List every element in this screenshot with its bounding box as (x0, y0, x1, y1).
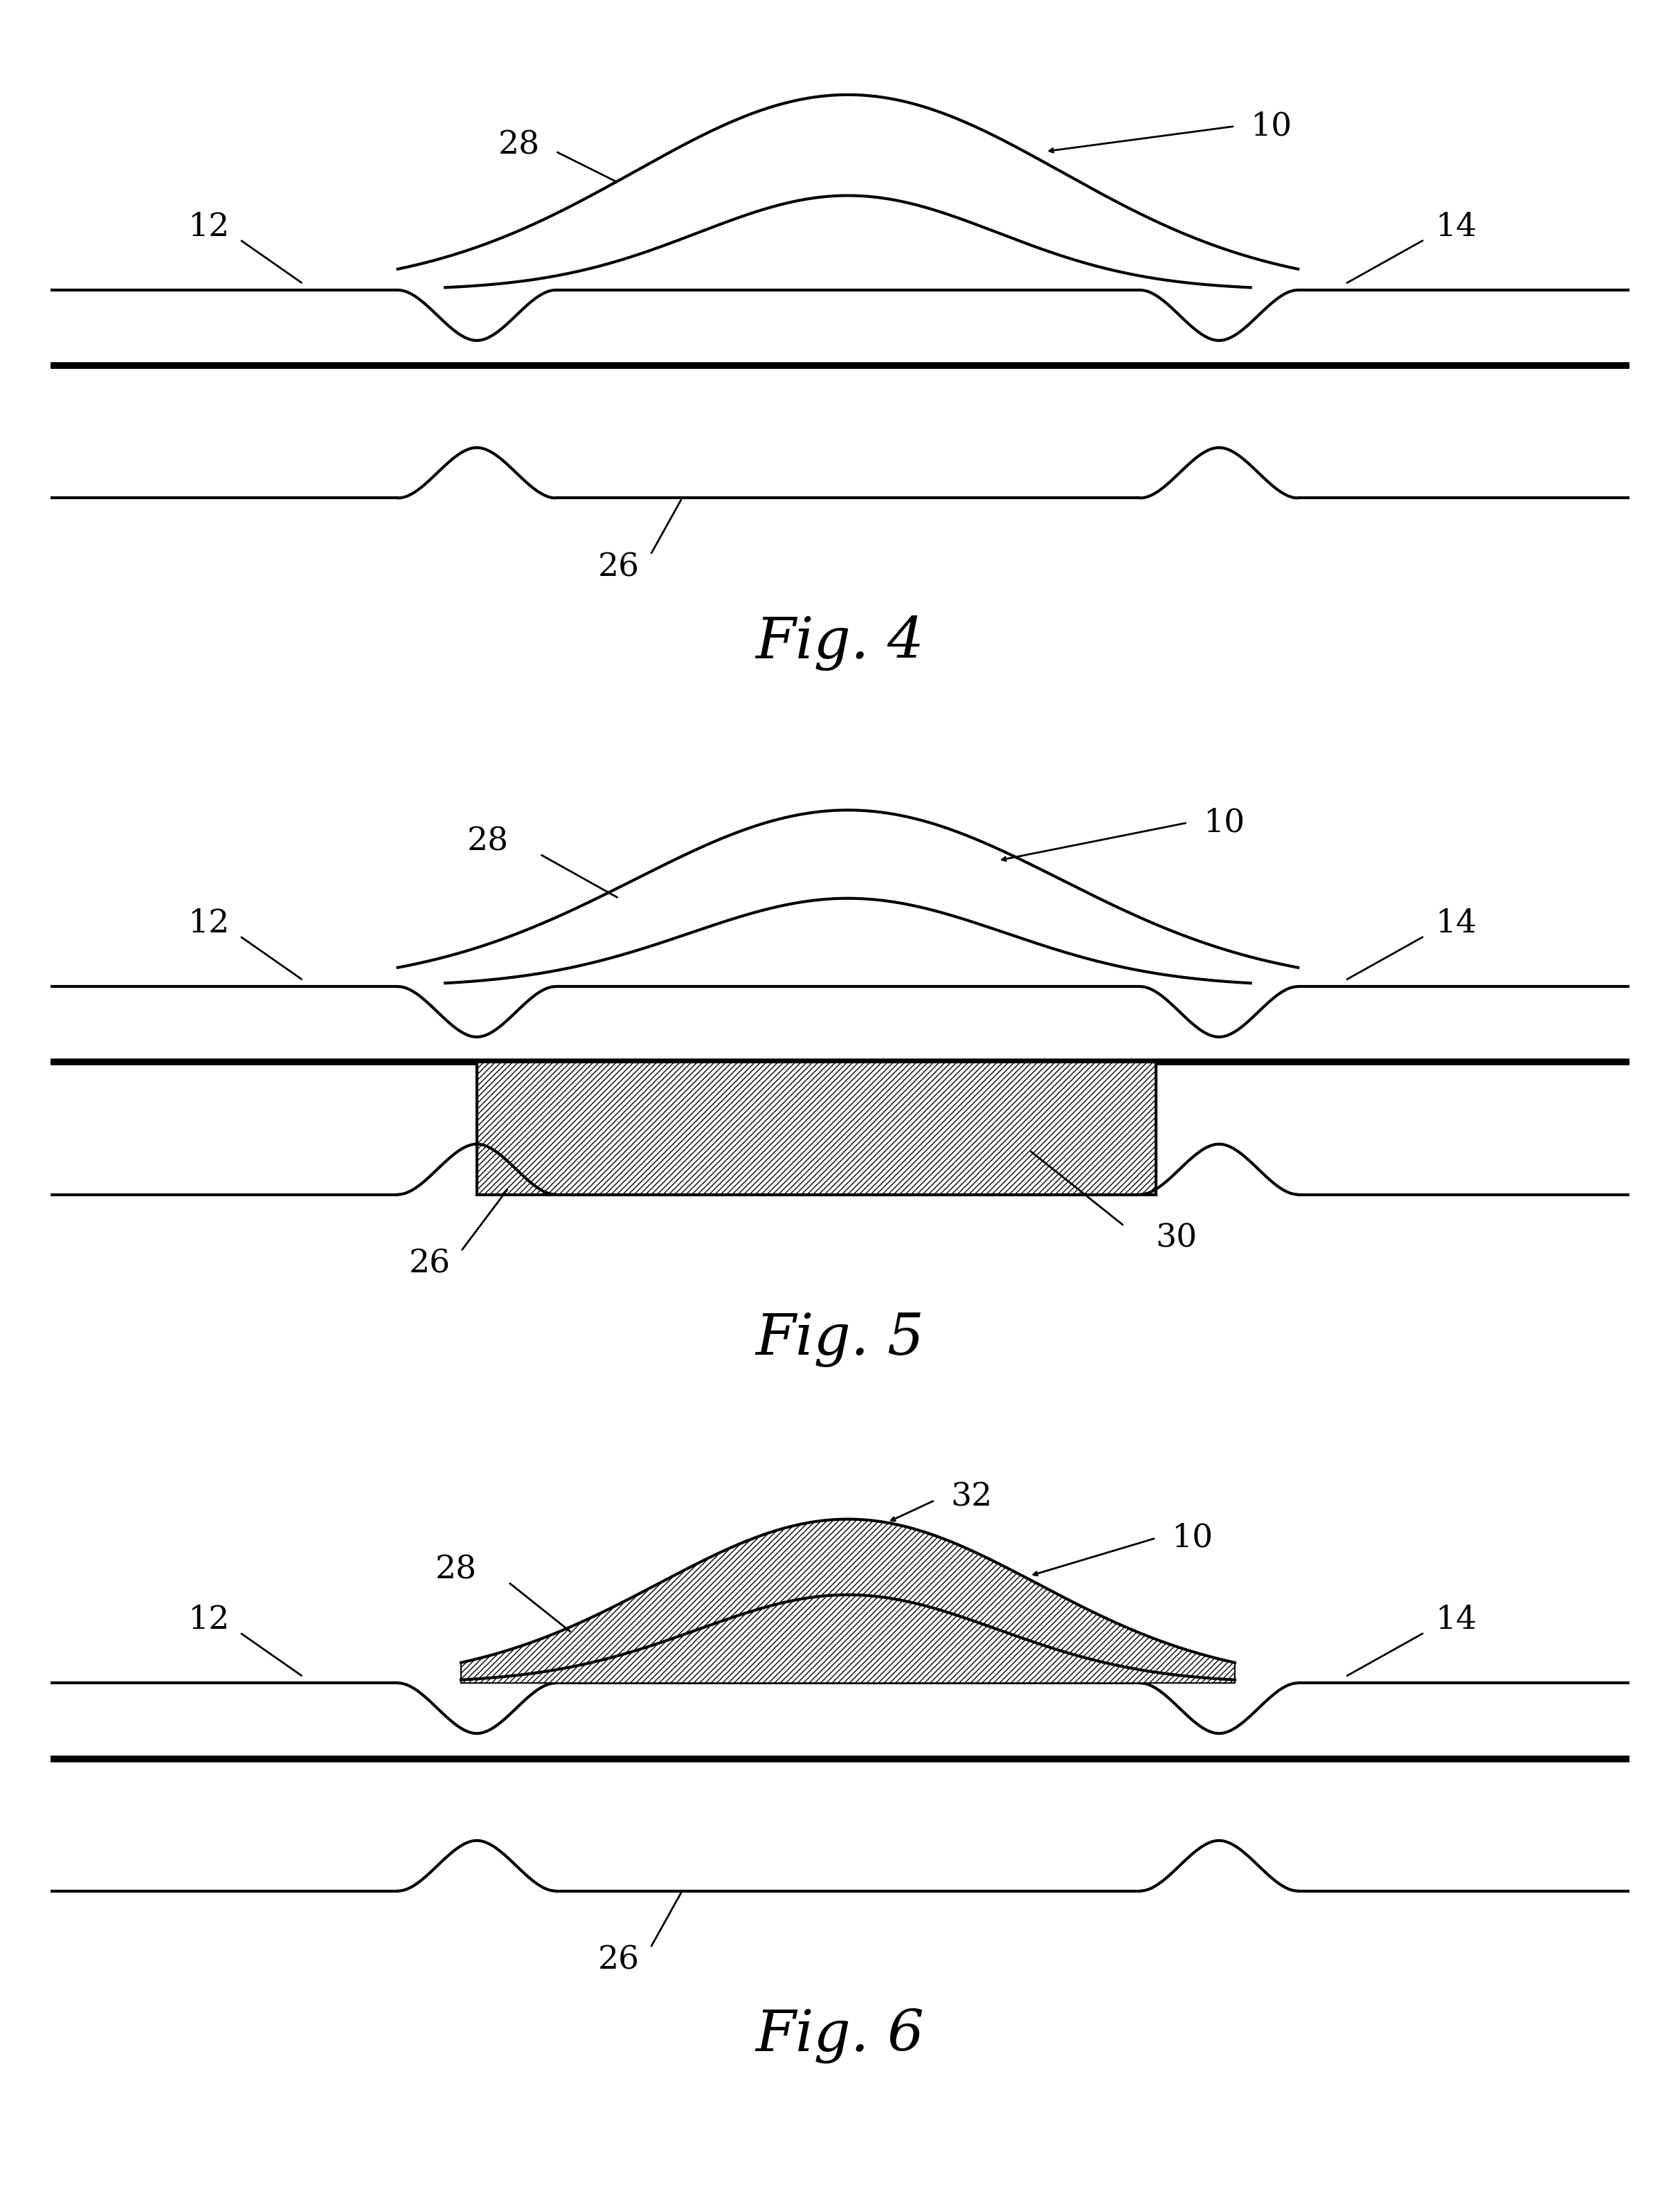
Text: 14: 14 (1435, 212, 1477, 243)
Text: 26: 26 (408, 1249, 450, 1280)
Text: Fig. 4: Fig. 4 (756, 615, 924, 670)
Text: 30: 30 (1156, 1223, 1198, 1254)
Text: 28: 28 (467, 827, 509, 858)
Text: 14: 14 (1435, 1605, 1477, 1636)
Bar (477, 1061, 1156, 1194)
Text: Fig. 5: Fig. 5 (756, 1311, 924, 1366)
Text: 12: 12 (188, 212, 228, 243)
Text: 12: 12 (188, 909, 228, 940)
Text: 10: 10 (1250, 111, 1292, 142)
Text: 28: 28 (499, 130, 539, 161)
Text: 10: 10 (1203, 807, 1245, 838)
Text: 28: 28 (435, 1554, 477, 1585)
Text: 14: 14 (1435, 909, 1477, 940)
Polygon shape (460, 1594, 1235, 1683)
Text: 26: 26 (598, 1946, 640, 1977)
Text: 26: 26 (598, 553, 640, 584)
Text: 10: 10 (1171, 1523, 1213, 1554)
Text: 12: 12 (188, 1605, 228, 1636)
Text: Fig. 6: Fig. 6 (756, 2008, 924, 2063)
Text: 32: 32 (951, 1481, 993, 1512)
Polygon shape (460, 1519, 1235, 1680)
